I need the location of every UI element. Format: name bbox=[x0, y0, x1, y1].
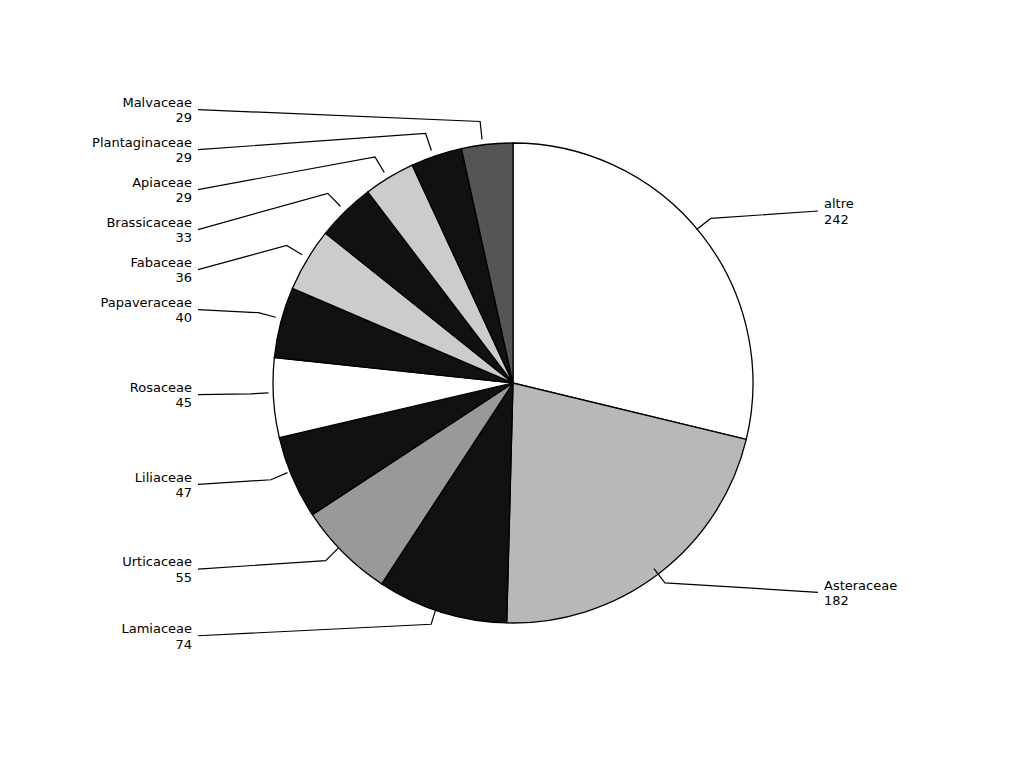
svg-text:Brassicaceae33: Brassicaceae33 bbox=[106, 214, 192, 245]
svg-text:Malvaceae29: Malvaceae29 bbox=[122, 94, 192, 125]
svg-text:Urticaceae55: Urticaceae55 bbox=[122, 554, 192, 585]
svg-text:altre242: altre242 bbox=[824, 196, 854, 227]
svg-text:Asteraceae182: Asteraceae182 bbox=[824, 577, 897, 608]
svg-text:Liliaceae47: Liliaceae47 bbox=[135, 469, 192, 500]
svg-text:Fabaceae36: Fabaceae36 bbox=[130, 254, 192, 285]
svg-text:Rosaceae45: Rosaceae45 bbox=[130, 379, 192, 410]
svg-text:Plantaginaceae29: Plantaginaceae29 bbox=[92, 134, 192, 165]
svg-text:Lamiaceae74: Lamiaceae74 bbox=[121, 620, 192, 651]
svg-text:Papaveraceae40: Papaveraceae40 bbox=[100, 294, 192, 325]
svg-text:Apiaceae29: Apiaceae29 bbox=[132, 174, 192, 205]
